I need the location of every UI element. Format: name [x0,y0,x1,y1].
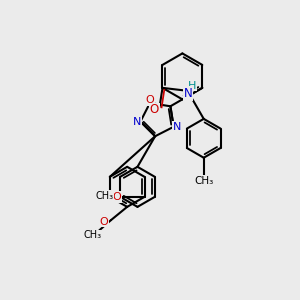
Text: O: O [112,192,121,202]
Text: CH₃: CH₃ [194,176,213,186]
Text: H: H [188,80,196,91]
Text: N: N [184,87,193,100]
Text: O: O [150,103,159,116]
Text: CH₃: CH₃ [84,230,102,240]
Text: O: O [99,217,108,226]
Text: CH₃: CH₃ [95,191,113,201]
Text: O: O [146,95,154,105]
Text: N: N [133,116,141,127]
Text: N: N [173,122,182,132]
